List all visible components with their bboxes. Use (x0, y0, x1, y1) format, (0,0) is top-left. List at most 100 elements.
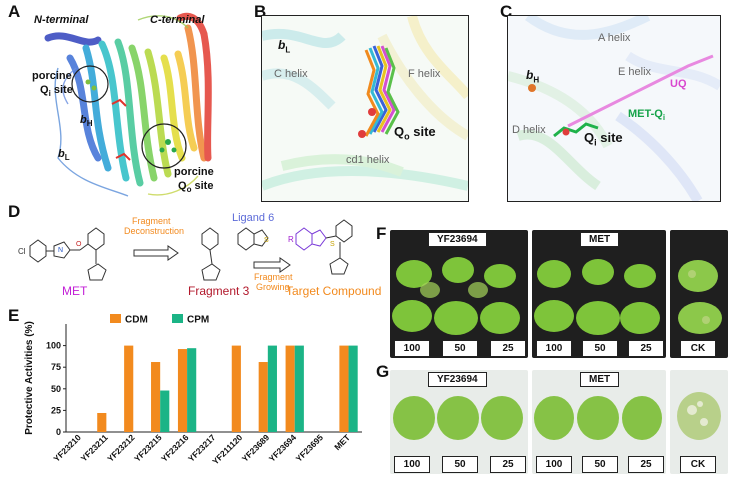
porcine-qo-label-line2: Qo site (178, 180, 213, 194)
x-tick-label: YF23216 (159, 432, 191, 464)
panel-g-met-dose-50: 50 (582, 456, 618, 473)
qi-site-structure-image (508, 16, 720, 201)
fragment-growing-label-2: Growing (256, 282, 290, 292)
bar-cpm-yf23689 (267, 345, 277, 432)
panel-g-yf23694-dose-25: 25 (490, 456, 526, 473)
porcine-qi-sub: i (48, 89, 51, 99)
panel-g-photo-met: MET 100 50 25 (532, 370, 666, 474)
x-tick-label: YF23212 (105, 432, 137, 464)
legend-label-cpm: CPM (187, 315, 209, 326)
legend-swatch-cpm (172, 314, 183, 323)
panel-f-yf23694-leaves (392, 257, 520, 335)
bar-cdm-yf23694 (285, 345, 295, 432)
qo-site-sub: o (404, 131, 410, 142)
panel-g-met-leaves (534, 396, 662, 440)
panel-f-met-leaves (534, 259, 660, 335)
cd1-helix-label: cd1 helix (346, 154, 390, 166)
bl-sub: L (64, 153, 70, 163)
c-helix-label: C helix (274, 68, 308, 80)
panel-d-scheme: Cl N O S R S MET Fragment Deconstruction… (18, 212, 381, 304)
bh-label: bH (80, 114, 93, 128)
panel-c-bh-label: bH (526, 68, 539, 84)
bar-cdm-yf211120 (231, 345, 241, 432)
a-helix-label: A helix (598, 32, 631, 44)
panel-g-ck-label: CK (680, 456, 716, 473)
x-tick-label: YF23215 (132, 432, 164, 464)
bar-cdm-yf23211 (97, 412, 107, 432)
n-terminal-label: N-terminal (34, 14, 89, 26)
qo-site-rest: site (409, 124, 436, 139)
panel-e-chart: 0 25 50 75 100 Protective Activities (%) YF232… (20, 312, 370, 490)
panel-c-frame: A helix bH E helix UQ MET-Qi D helix Qi … (507, 15, 721, 202)
x-tick-label: YF23695 (294, 432, 326, 464)
fragment-deconstruction-label-2: Deconstruction (124, 226, 185, 236)
panel-f-photo-met: MET 100 50 25 (532, 230, 666, 358)
protein-structure-image (44, 12, 212, 197)
panel-f-photo-yf23694: YF23694 100 50 25 (390, 230, 528, 358)
panel-c-bh-b: b (526, 68, 534, 82)
bh-b: b (80, 114, 87, 126)
met-qi-label: MET-Qi (628, 108, 665, 122)
bar-cdm-met (339, 345, 349, 432)
panel-g-photo-yf23694: YF23694 100 50 25 (390, 370, 528, 474)
legend-swatch-cdm (110, 314, 121, 323)
porcine-qi-site: site (50, 84, 73, 96)
target-atom-s: S (330, 241, 335, 248)
bar-cpm-yf23215 (160, 390, 170, 432)
porcine-qo-sub: o (186, 185, 192, 195)
bl-label: bL (58, 148, 70, 162)
panel-f-yf23694-title: YF23694 (428, 232, 487, 247)
panel-g-yf23694-leaves (393, 396, 523, 440)
fragment-scheme-drawing: Cl N O S R S (18, 219, 353, 281)
met-atom-cl: Cl (18, 247, 26, 256)
porcine-qo-label-line1: porcine (174, 166, 214, 178)
ligand6-label: Ligand 6 (232, 212, 275, 224)
panel-f-met-dose-100: 100 (536, 340, 572, 357)
panel-f-yf23694-dose-25: 25 (490, 340, 526, 357)
qi-site-sub: i (594, 137, 597, 148)
bl-b: b (58, 148, 65, 160)
panel-b-bl-sub: L (285, 45, 291, 55)
fragment-growing-label-1: Fragment (254, 272, 293, 282)
target-compound-label: Target Compound (286, 284, 382, 298)
met-atom-o: O (76, 241, 82, 248)
qo-site-structure-image (262, 16, 468, 191)
panel-f-photo-ck: CK (670, 230, 728, 358)
bar-cdm-yf23216 (177, 349, 188, 432)
porcine-qo-site: site (191, 180, 214, 192)
y-tick-label: 0 (56, 427, 61, 437)
panel-g-met-dose-100: 100 (536, 456, 572, 473)
y-axis-label: Protective Activities (%) (24, 321, 35, 435)
met-compound-label: MET (62, 284, 88, 298)
panel-letter-g: G (376, 362, 390, 381)
panel-f-met-title: MET (580, 232, 620, 247)
fragment3-label: Fragment 3 (188, 284, 250, 298)
panel-g-photo-ck: CK (670, 370, 728, 474)
panel-f-ck-leaves (678, 260, 722, 334)
panel-c-bh-sub: H (533, 75, 540, 85)
e-helix-label: E helix (618, 66, 652, 78)
f-helix-label: F helix (408, 68, 441, 80)
porcine-qo-q: Q (178, 180, 187, 192)
x-tick-label: YF23211 (79, 432, 110, 463)
panel-letter-a: A (8, 2, 21, 21)
panel-g-ck-leaves (677, 392, 721, 440)
qo-site-q: Q (394, 124, 405, 139)
panel-g-yf23694-dose-50: 50 (442, 456, 478, 473)
panel-g-met-dose-25: 25 (628, 456, 664, 473)
bar-cdm-yf23212 (124, 345, 134, 432)
d-helix-label: D helix (512, 124, 546, 136)
bh-sub: H (86, 119, 93, 129)
y-tick-label: 75 (51, 362, 61, 372)
ligand6-atom-s: S (264, 237, 269, 244)
x-tick-label: YF23694 (267, 432, 299, 464)
y-tick-label: 25 (51, 405, 61, 415)
met-qi-sub: i (662, 113, 666, 123)
panel-b-bl-label: bL (278, 38, 290, 54)
x-tick-label: YF23689 (240, 432, 272, 464)
legend-label-cdm: CDM (125, 315, 148, 326)
porcine-qi-label-line2: Qi site (40, 84, 73, 98)
x-tick-label: MET (332, 432, 352, 452)
y-tick-label: 100 (46, 341, 61, 351)
panel-g-yf23694-dose-100: 100 (394, 456, 430, 473)
